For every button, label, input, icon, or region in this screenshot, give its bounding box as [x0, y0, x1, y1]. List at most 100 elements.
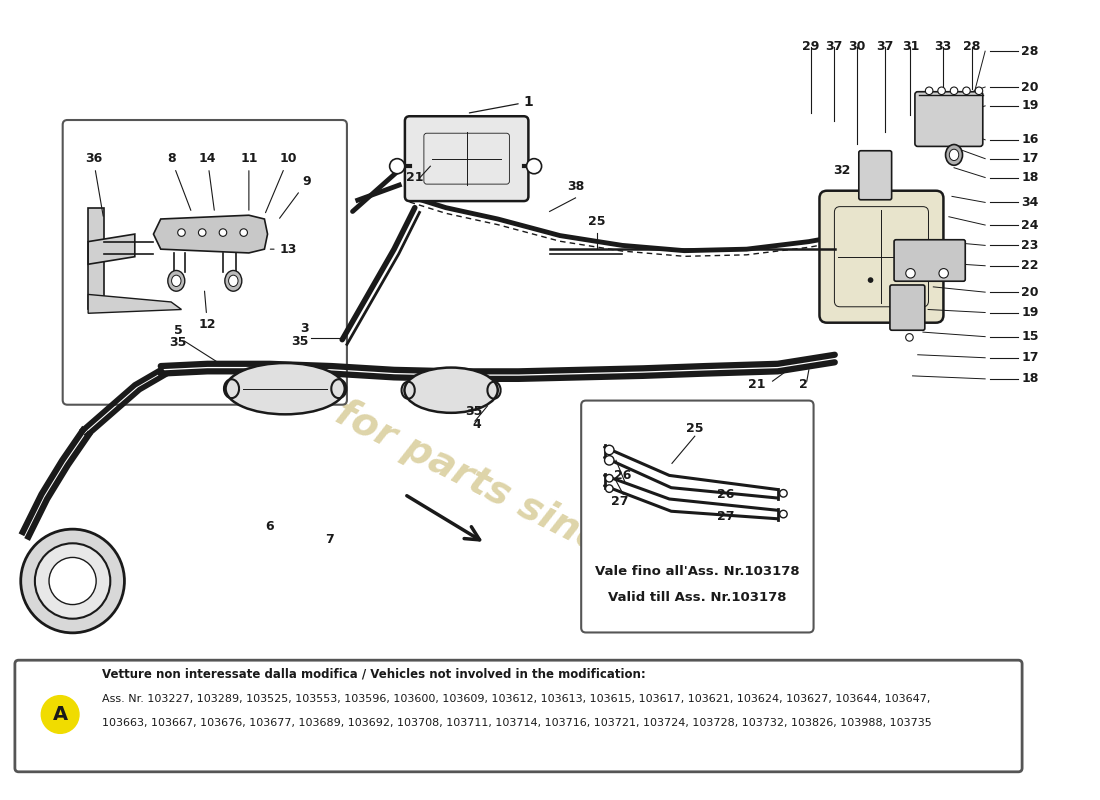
Text: 4: 4 — [473, 418, 482, 431]
Text: Ass. Nr. 103227, 103289, 103525, 103553, 103596, 103600, 103609, 103612, 103613,: Ass. Nr. 103227, 103289, 103525, 103553,… — [101, 694, 930, 704]
Text: 26: 26 — [717, 488, 735, 501]
Text: Vale fino all'Ass. Nr.103178: Vale fino all'Ass. Nr.103178 — [594, 566, 800, 578]
Circle shape — [925, 87, 933, 94]
FancyBboxPatch shape — [859, 150, 892, 200]
Text: 27: 27 — [612, 495, 629, 508]
Text: 16: 16 — [1022, 134, 1038, 146]
Text: 28: 28 — [1022, 45, 1038, 58]
Text: A: A — [53, 705, 68, 724]
Circle shape — [50, 558, 96, 605]
Text: 35: 35 — [169, 337, 187, 350]
Text: 25: 25 — [587, 215, 605, 228]
Text: 28: 28 — [962, 39, 980, 53]
Ellipse shape — [949, 150, 959, 161]
Text: 19: 19 — [1022, 306, 1038, 319]
Text: 37: 37 — [876, 39, 893, 53]
Circle shape — [527, 158, 541, 174]
Text: 25: 25 — [686, 422, 704, 435]
Text: Vetture non interessate dalla modifica / Vehicles not involved in the modificati: Vetture non interessate dalla modifica /… — [101, 668, 646, 681]
Text: 29: 29 — [802, 39, 820, 53]
Circle shape — [21, 529, 124, 633]
Ellipse shape — [172, 275, 182, 286]
Circle shape — [198, 229, 206, 236]
Circle shape — [905, 334, 913, 341]
Text: 20: 20 — [1022, 286, 1038, 298]
Text: 2: 2 — [800, 378, 808, 391]
Circle shape — [962, 87, 970, 94]
Circle shape — [905, 269, 915, 278]
Text: 30: 30 — [848, 39, 866, 53]
Text: 32: 32 — [833, 164, 850, 177]
Circle shape — [605, 446, 614, 454]
Circle shape — [868, 278, 873, 283]
Text: 14: 14 — [199, 152, 216, 210]
Ellipse shape — [405, 367, 498, 413]
Text: 23: 23 — [1022, 239, 1038, 252]
Polygon shape — [88, 294, 182, 314]
Text: 103663, 103667, 103676, 103677, 103689, 103692, 103708, 103711, 103714, 103716, : 103663, 103667, 103676, 103677, 103689, … — [101, 718, 932, 728]
Text: 35: 35 — [465, 405, 483, 418]
FancyBboxPatch shape — [581, 401, 814, 633]
Circle shape — [389, 158, 405, 174]
Text: 6: 6 — [265, 520, 274, 533]
FancyBboxPatch shape — [15, 660, 1022, 772]
Circle shape — [605, 456, 614, 465]
Ellipse shape — [168, 270, 185, 291]
Circle shape — [950, 87, 958, 94]
Text: 11: 11 — [240, 152, 257, 210]
Circle shape — [780, 510, 788, 518]
Text: 18: 18 — [1022, 372, 1038, 386]
Polygon shape — [88, 234, 135, 264]
Text: 20: 20 — [1022, 81, 1038, 94]
Text: 26: 26 — [614, 469, 631, 482]
FancyBboxPatch shape — [820, 190, 944, 322]
FancyBboxPatch shape — [405, 116, 528, 201]
Polygon shape — [154, 215, 267, 253]
Text: 15: 15 — [1022, 330, 1038, 343]
Text: 17: 17 — [1022, 351, 1038, 364]
Circle shape — [605, 474, 613, 482]
Text: 12: 12 — [199, 291, 216, 331]
Text: 33: 33 — [934, 39, 952, 53]
Text: 9: 9 — [279, 174, 311, 218]
Circle shape — [42, 696, 79, 734]
Text: 18: 18 — [1022, 171, 1038, 184]
Circle shape — [178, 229, 185, 236]
Circle shape — [240, 229, 248, 236]
Text: 7: 7 — [326, 534, 334, 546]
FancyBboxPatch shape — [63, 120, 346, 405]
Text: 13: 13 — [271, 242, 297, 256]
Text: 31: 31 — [902, 39, 920, 53]
Text: Valid till Ass. Nr.103178: Valid till Ass. Nr.103178 — [607, 591, 786, 604]
Ellipse shape — [229, 275, 238, 286]
Text: 21: 21 — [406, 171, 424, 184]
Text: a passion for parts since 1987: a passion for parts since 1987 — [132, 294, 739, 627]
FancyBboxPatch shape — [890, 285, 925, 330]
Circle shape — [976, 87, 982, 94]
Text: 8: 8 — [167, 152, 191, 210]
Ellipse shape — [946, 145, 962, 166]
Text: 36: 36 — [85, 152, 103, 216]
Text: 5: 5 — [174, 324, 183, 337]
Circle shape — [939, 269, 948, 278]
Text: 24: 24 — [1022, 218, 1038, 231]
Circle shape — [605, 485, 613, 492]
Text: 37: 37 — [825, 39, 843, 53]
Text: 35: 35 — [292, 335, 309, 348]
Text: 10: 10 — [265, 152, 297, 213]
FancyBboxPatch shape — [915, 92, 982, 146]
Text: 38: 38 — [566, 180, 584, 194]
Circle shape — [219, 229, 227, 236]
Polygon shape — [88, 208, 103, 310]
Text: 17: 17 — [1022, 152, 1038, 165]
Text: 22: 22 — [1022, 259, 1038, 272]
Text: 1: 1 — [470, 95, 534, 113]
Ellipse shape — [226, 363, 344, 414]
Circle shape — [35, 543, 110, 618]
Text: 34: 34 — [1022, 196, 1038, 209]
Text: 27: 27 — [717, 510, 735, 523]
FancyBboxPatch shape — [894, 240, 966, 282]
Circle shape — [938, 87, 945, 94]
Text: 3: 3 — [300, 322, 309, 335]
Text: 21: 21 — [748, 378, 766, 391]
